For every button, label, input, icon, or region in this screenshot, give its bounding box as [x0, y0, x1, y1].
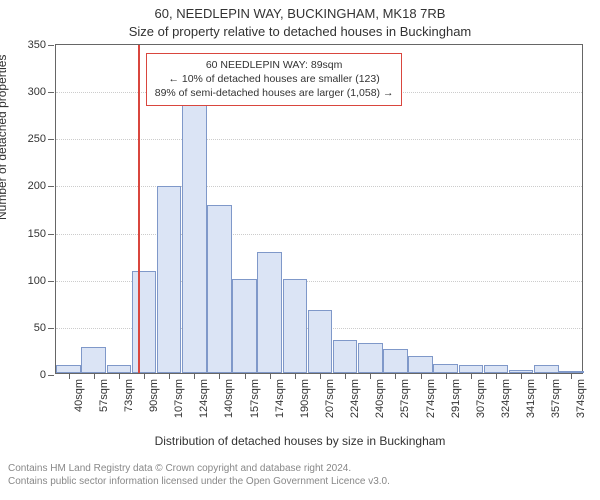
histogram-bar [433, 364, 458, 373]
y-tick [48, 186, 54, 187]
histogram-bar [207, 205, 232, 373]
y-tick-label: 200 [28, 180, 46, 192]
x-tick [69, 373, 70, 379]
x-tick-label: 240sqm [374, 379, 386, 418]
x-tick-label: 357sqm [550, 379, 562, 418]
x-tick-label: 90sqm [148, 379, 160, 412]
x-axis-label: Distribution of detached houses by size … [0, 434, 600, 448]
histogram-bar [232, 279, 257, 373]
x-tick [546, 373, 547, 379]
gridline-h [56, 139, 582, 140]
x-tick-label: 224sqm [349, 379, 361, 418]
x-tick-label: 73sqm [123, 379, 135, 412]
histogram-bar [56, 365, 81, 373]
histogram-bar [308, 310, 333, 373]
y-tick-label: 50 [34, 322, 46, 334]
x-tick [345, 373, 346, 379]
histogram-bar [358, 343, 383, 373]
x-tick [421, 373, 422, 379]
histogram-bar [257, 252, 282, 373]
x-tick-label: 40sqm [73, 379, 85, 412]
x-tick-label: 257sqm [399, 379, 411, 418]
histogram-bar [182, 101, 207, 373]
chart-supertitle: 60, NEEDLEPIN WAY, BUCKINGHAM, MK18 7RB [0, 6, 600, 21]
x-tick-label: 157sqm [249, 379, 261, 418]
x-tick [370, 373, 371, 379]
x-tick [119, 373, 120, 379]
histogram-bar [484, 365, 509, 373]
annotation-line: ← 10% of detached houses are smaller (12… [155, 72, 394, 86]
annotation-line: 60 NEEDLEPIN WAY: 89sqm [155, 58, 394, 72]
x-tick [496, 373, 497, 379]
x-tick-label: 324sqm [500, 379, 512, 418]
y-tick-label: 300 [28, 86, 46, 98]
y-tick [48, 281, 54, 282]
x-tick-label: 291sqm [450, 379, 462, 418]
x-tick [446, 373, 447, 379]
x-tick-label: 174sqm [274, 379, 286, 418]
x-tick-label: 374sqm [575, 379, 587, 418]
y-tick [48, 92, 54, 93]
x-tick-label: 341sqm [525, 379, 537, 418]
x-tick-label: 107sqm [173, 379, 185, 418]
x-tick-label: 307sqm [475, 379, 487, 418]
x-tick [270, 373, 271, 379]
footer-line-2: Contains public sector information licen… [8, 475, 592, 488]
histogram-bar [283, 279, 308, 373]
x-tick-label: 124sqm [198, 379, 210, 418]
y-tick [48, 45, 54, 46]
histogram-bar [107, 365, 132, 373]
histogram-bar [132, 271, 157, 373]
x-tick-label: 140sqm [223, 379, 235, 418]
gridline-h [56, 186, 582, 187]
x-tick [245, 373, 246, 379]
histogram-bar [383, 349, 408, 373]
y-tick-label: 100 [28, 275, 46, 287]
y-tick-label: 350 [28, 39, 46, 51]
y-axis-label: Number of detached properties [0, 55, 9, 220]
histogram-bar [157, 186, 182, 373]
x-tick-label: 274sqm [425, 379, 437, 418]
gridline-h [56, 234, 582, 235]
x-tick-label: 190sqm [299, 379, 311, 418]
plot-area: 05010015020025030035040sqm57sqm73sqm90sq… [55, 44, 583, 374]
x-tick [144, 373, 145, 379]
x-tick [571, 373, 572, 379]
y-tick-label: 0 [40, 369, 46, 381]
y-tick-label: 150 [28, 228, 46, 240]
y-tick [48, 328, 54, 329]
x-tick [395, 373, 396, 379]
y-tick [48, 234, 54, 235]
histogram-bar [408, 356, 433, 373]
histogram-bar [534, 365, 559, 373]
chart-container: 60, NEEDLEPIN WAY, BUCKINGHAM, MK18 7RB … [0, 0, 600, 500]
x-tick [521, 373, 522, 379]
annotation-box: 60 NEEDLEPIN WAY: 89sqm← 10% of detached… [146, 53, 403, 106]
x-tick-label: 57sqm [98, 379, 110, 412]
x-tick [219, 373, 220, 379]
x-tick [295, 373, 296, 379]
annotation-line: 89% of semi-detached houses are larger (… [155, 86, 394, 100]
chart-title: Size of property relative to detached ho… [0, 24, 600, 39]
y-tick [48, 375, 54, 376]
histogram-bar [459, 365, 484, 373]
histogram-bar [81, 347, 106, 373]
x-tick [169, 373, 170, 379]
x-tick-label: 207sqm [324, 379, 336, 418]
y-tick [48, 139, 54, 140]
property-marker-line [138, 45, 140, 373]
footer-line-1: Contains HM Land Registry data © Crown c… [8, 462, 592, 475]
x-tick [471, 373, 472, 379]
x-tick [194, 373, 195, 379]
chart-footer: Contains HM Land Registry data © Crown c… [8, 462, 592, 488]
x-tick [94, 373, 95, 379]
histogram-bar [333, 340, 358, 373]
x-tick [320, 373, 321, 379]
y-tick-label: 250 [28, 133, 46, 145]
